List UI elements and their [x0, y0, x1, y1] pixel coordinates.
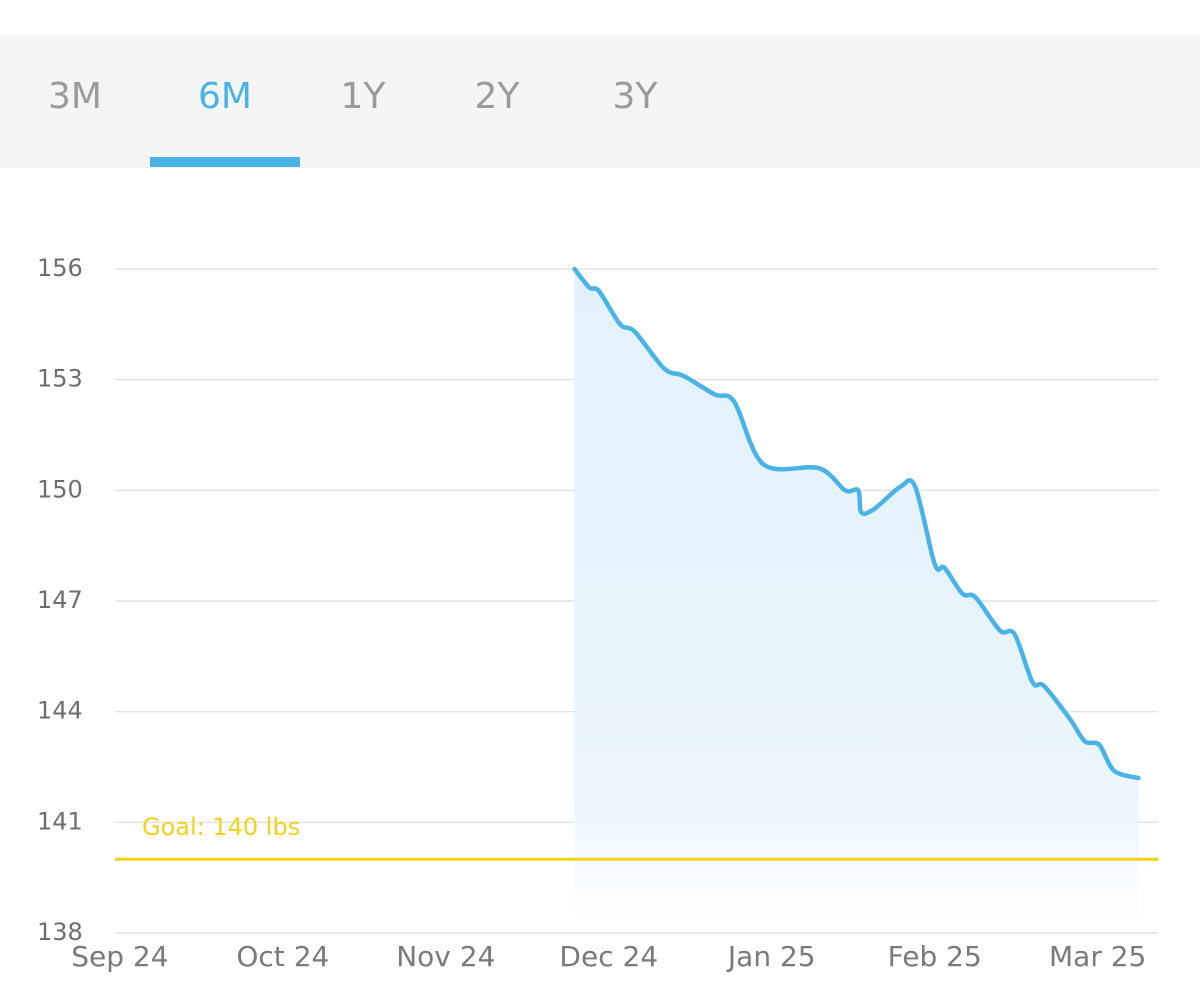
tab[interactable]: 2Y: [475, 76, 521, 117]
x-tick-label: Dec 24: [559, 940, 658, 973]
line: [572, 266, 1141, 781]
y-tick-label: 147: [37, 586, 83, 614]
tab[interactable]: 1Y: [341, 76, 387, 117]
x-tick-label: Nov 24: [396, 940, 495, 973]
goal-label: Goal: 140 lbs: [142, 813, 300, 841]
tab[interactable]: 6M: [198, 76, 252, 117]
tab[interactable]: 3M: [48, 76, 102, 117]
x-tick-label: Oct 24: [236, 940, 329, 973]
x-tick-label: Mar 25: [1049, 940, 1146, 973]
tab-bar: [0, 35, 1200, 168]
x-tick-label: Jan 25: [726, 940, 816, 973]
y-tick-label: 144: [37, 697, 83, 725]
y-tick-label: 138: [37, 918, 83, 946]
tab[interactable]: 3Y: [613, 76, 659, 117]
y-tick-label: 156: [37, 254, 83, 282]
y-tick-label: 150: [37, 475, 83, 503]
tab-indicator: [150, 157, 300, 167]
x-tick-label: Sep 24: [71, 940, 168, 973]
area: [574, 269, 1139, 923]
y-tick-label: 153: [37, 365, 83, 393]
x-tick-label: Feb 25: [888, 940, 982, 973]
y-tick-label: 141: [37, 807, 83, 835]
